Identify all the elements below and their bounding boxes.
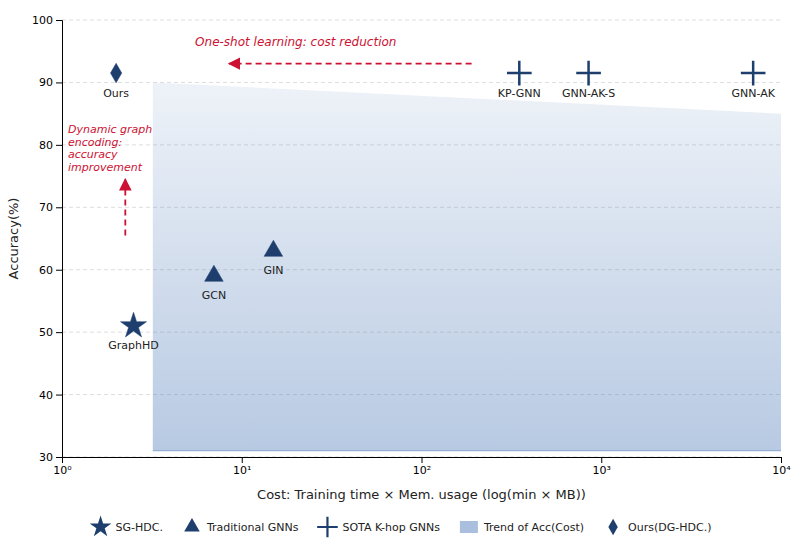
x-tick: 10⁴ — [772, 457, 791, 477]
point — [264, 240, 283, 256]
legend-label: SG-HDC. — [116, 521, 163, 534]
point-labels: GraphHD GCN GIN KP-GNN GNN-AK-S GNN-AK Ours — [103, 87, 775, 353]
plot-area — [110, 61, 781, 451]
y-tick: 90 — [39, 76, 62, 89]
y-tick-mark — [56, 270, 62, 271]
point-label: GCN — [202, 289, 226, 302]
point — [121, 312, 147, 337]
annotation-arrow — [229, 63, 472, 65]
y-tick-mark — [56, 20, 62, 21]
y-tick: 70 — [39, 201, 62, 214]
annotation-text: Dynamic graphencoding:accuracyimprovemen… — [68, 123, 152, 174]
legend-label: Ours(DG-HDC.) — [628, 521, 711, 534]
legend-item: SG-HDC. — [90, 516, 163, 537]
point-label: GIN — [263, 264, 283, 277]
legend-swatch — [460, 521, 478, 533]
y-tick-mark — [56, 332, 62, 333]
y-tick-label: 100 — [32, 14, 53, 27]
point-label: GNN-AK-S — [562, 87, 615, 100]
x-tick-mark — [601, 457, 602, 463]
annotation-text: One-shot learning: cost reduction — [195, 35, 396, 49]
legend-item: Traditional GNNs — [184, 518, 299, 533]
point-label: Ours — [103, 87, 129, 100]
annotation-arrow — [124, 179, 126, 235]
x-tick: 10⁰ — [53, 457, 72, 477]
chart: 10⁰ 10¹ 10² 10³ 10⁴ 30 40 50 60 70 80 90 100 Cost: Tr… — [0, 0, 803, 545]
y-tick-label: 60 — [39, 264, 53, 277]
y-tick: 100 — [32, 14, 62, 27]
y-axis-title: Accuracy(%) — [6, 198, 21, 280]
point — [741, 61, 766, 86]
point-label: GraphHD — [108, 339, 158, 352]
y-tick-label: 70 — [39, 201, 53, 214]
y-tick-label: 30 — [39, 451, 53, 464]
x-tick: 10² — [413, 457, 431, 477]
y-tick: 50 — [39, 326, 62, 339]
legend-swatch — [90, 516, 112, 537]
y-tick-label: 40 — [39, 389, 53, 402]
x-tick-mark — [422, 457, 423, 463]
y-tick-mark — [56, 82, 62, 83]
x-axis-title: Cost: Training time × Mem. usage (log(mi… — [257, 487, 586, 502]
legend: SG-HDC. Traditional GNNs SOTA K-hop GNNs Tr… — [90, 516, 712, 538]
x-tick: 10³ — [593, 457, 611, 477]
legend-swatch — [608, 519, 617, 535]
y-tick: 40 — [39, 389, 62, 402]
trend-area — [153, 82, 781, 450]
legend-label: Trend of Acc(Cost) — [483, 521, 584, 534]
point — [205, 265, 224, 281]
legend-swatch — [184, 518, 200, 531]
point-label: KP-GNN — [498, 87, 541, 100]
y-tick: 60 — [39, 264, 62, 277]
y-axis-line — [56, 21, 63, 458]
y-tick-label: 50 — [39, 326, 53, 339]
y-grid-line — [62, 20, 781, 21]
y-tick: 80 — [39, 139, 62, 152]
y-tick-mark — [56, 457, 62, 458]
x-axis-line — [63, 458, 782, 464]
x-tick-mark — [242, 457, 243, 463]
x-tick-label: 10³ — [593, 464, 611, 477]
legend-item: Ours(DG-HDC.) — [608, 519, 711, 535]
x-axis: 10⁰ 10¹ 10² 10³ 10⁴ — [53, 457, 791, 477]
y-axis: 30 40 50 60 70 80 90 100 — [32, 14, 63, 464]
x-tick-label: 10⁴ — [772, 464, 791, 477]
y-tick-mark — [56, 207, 62, 208]
legend-label: Traditional GNNs — [206, 521, 299, 534]
legend-item: Trend of Acc(Cost) — [460, 521, 584, 534]
point — [110, 63, 121, 83]
y-tick-mark — [56, 145, 62, 146]
grid — [62, 20, 781, 457]
y-tick-mark — [56, 395, 62, 396]
legend-swatch — [317, 517, 338, 538]
point — [576, 61, 601, 86]
point-label: GNN-AK — [731, 87, 775, 100]
y-grid-line — [62, 82, 781, 83]
legend-label: SOTA K-hop GNNs — [342, 521, 440, 534]
x-tick: 10¹ — [233, 457, 251, 477]
y-tick-label: 80 — [39, 139, 53, 152]
y-tick-label: 90 — [39, 76, 53, 89]
y-tick: 30 — [39, 451, 62, 464]
x-tick-label: 10⁰ — [53, 464, 72, 477]
annotations: One-shot learning: cost reduction Dynamic… — [68, 35, 396, 174]
point — [507, 61, 532, 86]
x-tick-label: 10² — [413, 464, 431, 477]
x-tick-label: 10¹ — [233, 464, 251, 477]
x-tick-mark — [781, 457, 782, 463]
trend-baseline — [153, 450, 781, 451]
legend-item: SOTA K-hop GNNs — [317, 517, 440, 538]
